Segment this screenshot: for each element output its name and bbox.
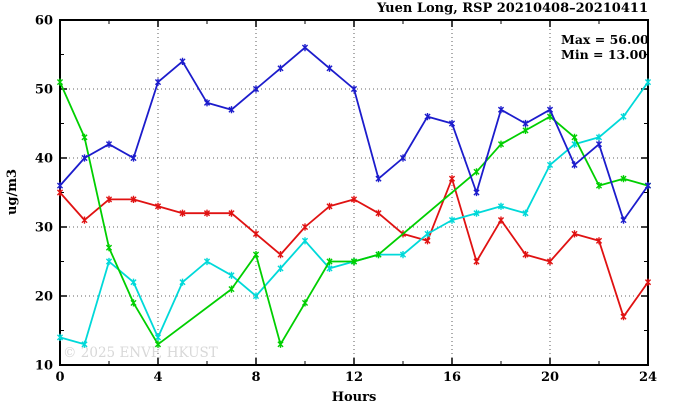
tick-label: 4 (153, 370, 162, 385)
series-green-line (59, 81, 649, 346)
chart-title: Yuen Long, RSP 20210408–20210411 (376, 1, 648, 16)
series-red (56, 175, 652, 321)
watermark: © 2025 ENVF, HKUST (63, 345, 218, 361)
tick-label: 12 (345, 370, 363, 385)
y-axis-label: ug/m3 (5, 169, 20, 215)
tick-label: 0 (55, 370, 64, 385)
tick-label: 16 (443, 370, 461, 385)
tick-label: 40 (35, 152, 53, 167)
tick-label-layer: 10 20 30 40 50 60 0 4 8 12 16 20 24 (35, 14, 657, 386)
x-axis-label: Hours (332, 390, 377, 405)
grid-layer (61, 21, 647, 364)
series-green-markers (56, 78, 652, 348)
tick-label: 24 (639, 370, 657, 385)
max-annotation: Max = 56.00 (561, 32, 649, 47)
tick-label: 30 (35, 221, 53, 236)
series-blue (56, 44, 652, 224)
axes-layer (59, 19, 649, 366)
series-green (56, 78, 652, 348)
series-blue-markers (56, 44, 652, 224)
tick-label: 20 (35, 290, 53, 305)
tick-label: 10 (35, 359, 53, 374)
min-annotation: Min = 13.00 (561, 47, 647, 62)
series-layer (56, 44, 652, 348)
tick-label: 50 (35, 83, 53, 98)
tick-label: 60 (35, 14, 53, 29)
series-red-markers (56, 175, 652, 321)
tick-label: 20 (541, 370, 559, 385)
tick-label: 8 (251, 370, 260, 385)
